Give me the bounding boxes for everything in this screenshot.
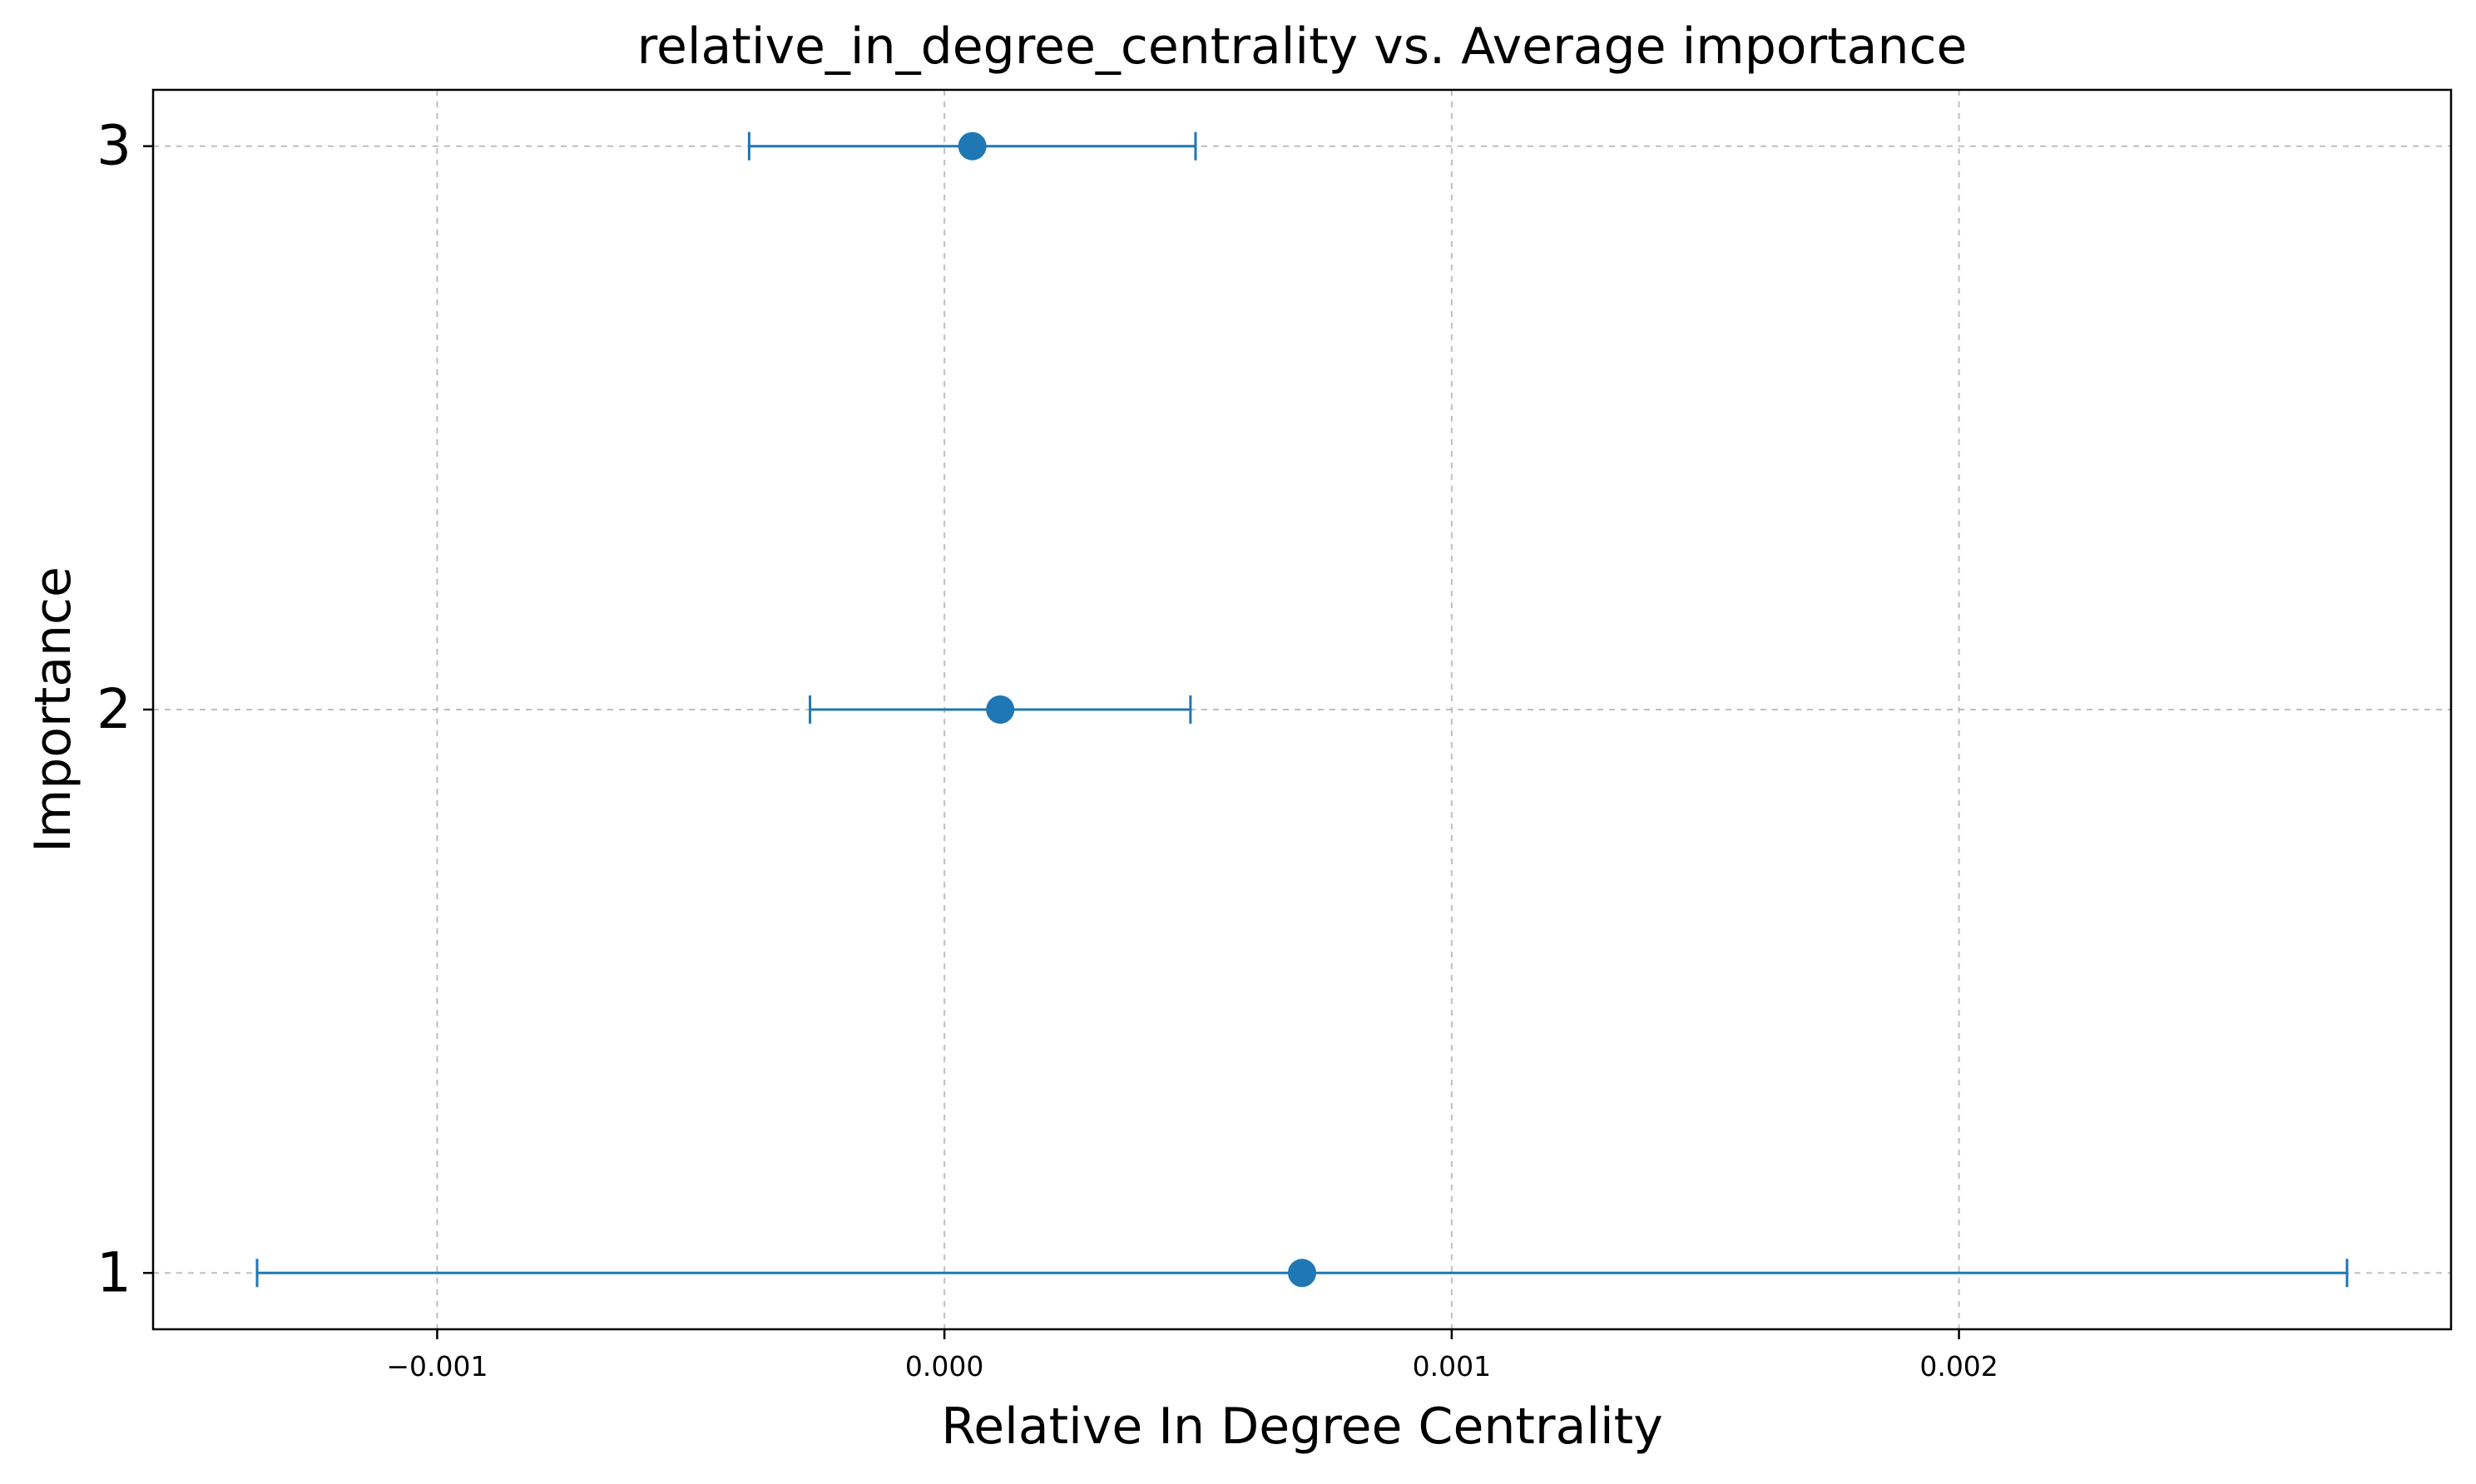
chart-title: relative_in_degree_centrality vs. Averag…: [637, 17, 1968, 76]
y-tick-label: 2: [97, 677, 131, 741]
y-axis-label: Importance: [24, 566, 82, 853]
data-point: [958, 131, 987, 161]
x-tick-label: −0.001: [386, 1350, 488, 1383]
x-tick-label: 0.000: [905, 1350, 983, 1383]
data-point: [1288, 1259, 1316, 1288]
x-axis-label: Relative In Degree Centrality: [941, 1397, 1662, 1456]
y-tick-label: 3: [97, 114, 131, 178]
x-tick-label: 0.002: [1919, 1350, 1998, 1383]
y-tick-label: 1: [97, 1240, 131, 1304]
tick-layer: −0.001 0.000 0.001 0.002 1 2 3: [97, 114, 1998, 1383]
data-point: [986, 695, 1015, 724]
x-tick-label: 0.001: [1413, 1350, 1491, 1383]
point-layer: [958, 131, 1316, 1288]
